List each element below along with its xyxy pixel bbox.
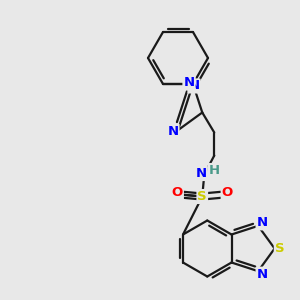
Text: S: S (275, 242, 284, 255)
Text: O: O (222, 186, 233, 199)
Text: S: S (197, 190, 207, 203)
Text: N: N (256, 216, 268, 230)
Text: N: N (256, 268, 268, 281)
Text: O: O (172, 186, 183, 199)
Text: H: H (209, 164, 220, 177)
Text: N: N (183, 76, 195, 89)
Text: N: N (188, 80, 200, 92)
Text: N: N (196, 167, 207, 180)
Text: N: N (167, 124, 178, 138)
